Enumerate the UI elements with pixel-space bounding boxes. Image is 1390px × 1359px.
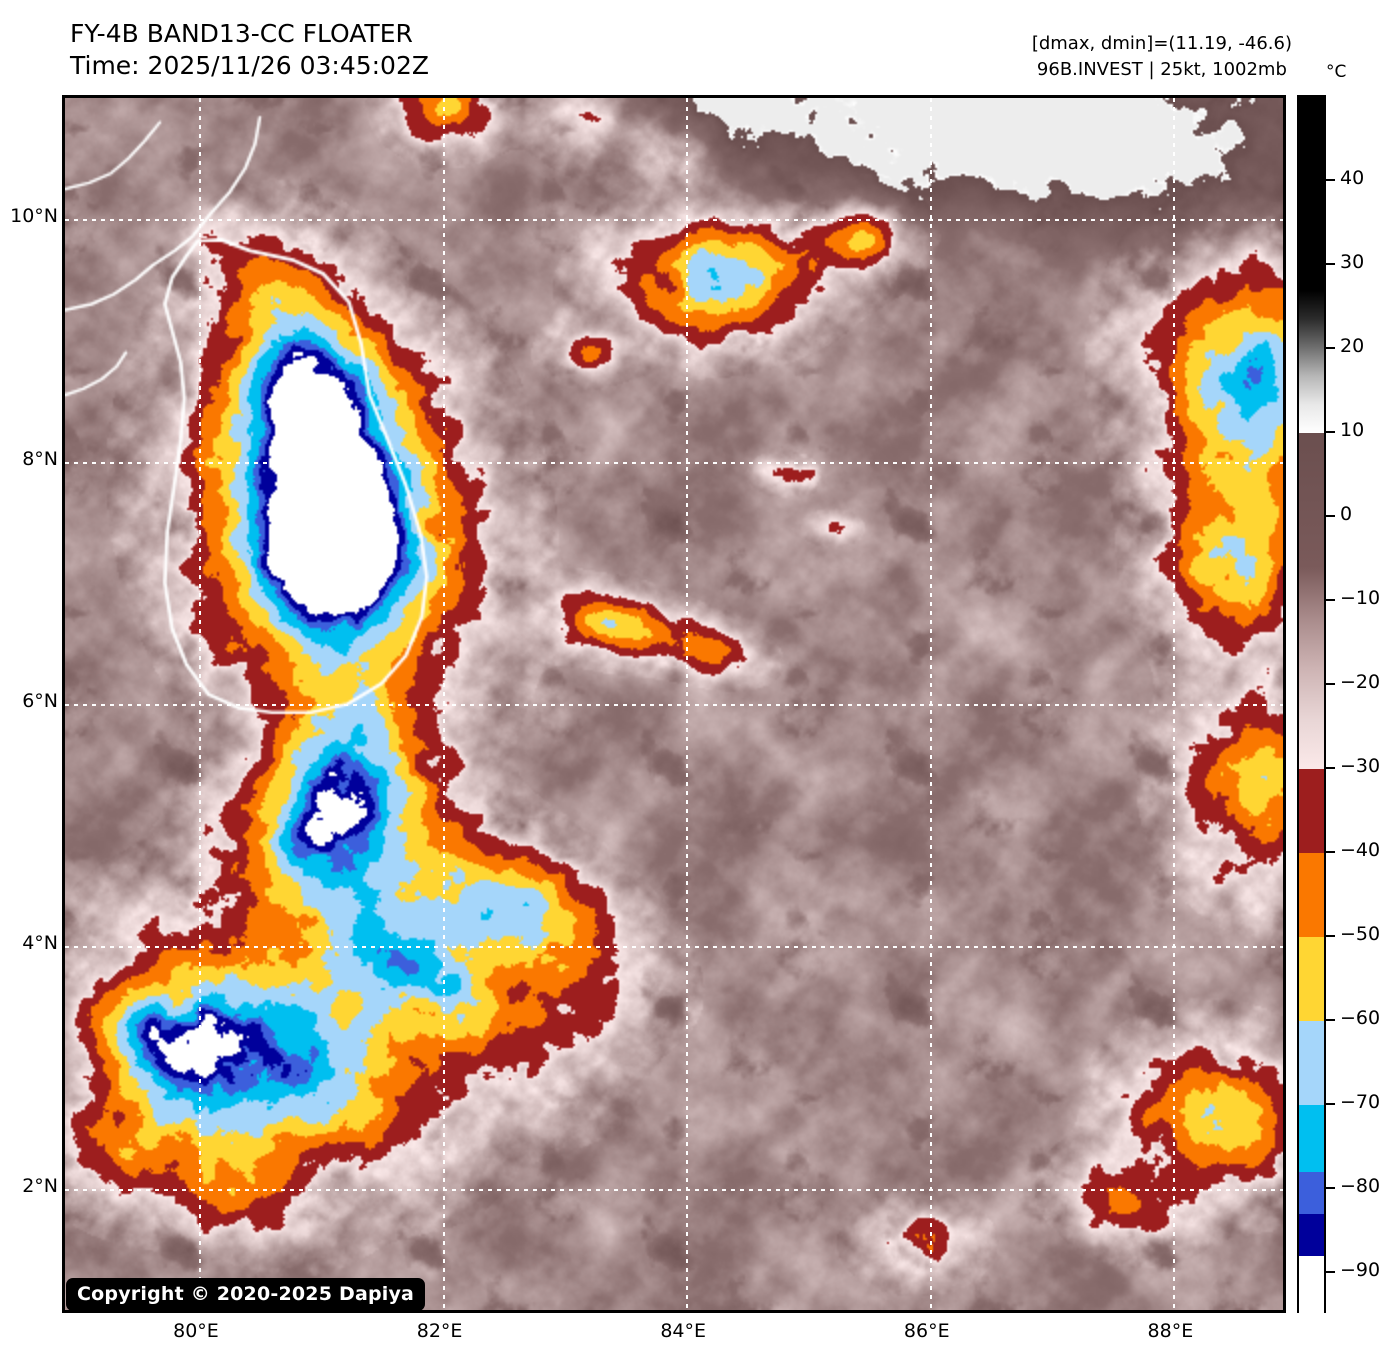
colorbar [1297,95,1326,1315]
colorbar-tick-label: 20 [1340,335,1365,357]
colorbar-tick-mark [1326,767,1335,769]
colorbar-tick-mark [1326,935,1335,937]
gridline-lat-2 [65,1188,1283,1191]
colorbar-tick-mark [1326,1271,1335,1273]
lon-tick-label: 82°E [416,1320,463,1342]
colorbar-tick-label: 30 [1340,251,1365,273]
cb-band-5 [1299,1172,1324,1215]
lon-tick-label: 84°E [660,1320,707,1342]
gridline-lat-6 [65,704,1283,706]
gridline-lat-10 [65,219,1283,222]
colorbar-tick-label: −20 [1340,671,1381,693]
metadata-block: [dmax, dmin]=(11.19, -46.6) 96B.INVEST |… [1032,31,1292,83]
colorbar-tick-mark [1326,263,1335,265]
cb-band-brown [1299,433,1324,568]
colorbar-tick-mark [1326,683,1335,685]
colorbar-tick-label: −80 [1340,1175,1381,1197]
cb-band-7 [1299,1256,1324,1315]
cb-band-pink-ramp [1299,567,1324,769]
lon-tick-label: 80°E [173,1320,219,1342]
colorbar-tick-mark [1326,347,1335,349]
colorbar-tick-label: −10 [1340,587,1381,609]
copyright-badge: Copyright © 2020-2025 Dapiya [66,1278,426,1311]
cb-band-6 [1299,1214,1324,1257]
colorbar-tick-mark [1326,599,1335,601]
satellite-image-plot [62,95,1286,1313]
timestamp-label: Time: 2025/11/26 03:45:02Z [70,51,429,80]
colorbar-tick-mark [1326,1019,1335,1021]
colorbar-tick-mark [1326,1187,1335,1189]
lat-tick-label: 4°N [22,932,58,955]
colorbar-tick-mark [1326,515,1335,517]
cb-band-4 [1299,1105,1324,1173]
colorbar-tick-label: 0 [1340,503,1353,525]
colorbar-tick-label: −50 [1340,923,1381,945]
colorbar-tick-label: −30 [1340,755,1381,777]
colorbar-tick-mark [1326,1103,1335,1105]
storm-info-label: 96B.INVEST | 25kt, 1002mb [1036,59,1287,80]
colorbar-tick-mark [1326,179,1335,181]
cb-band-black [1299,97,1324,291]
cb-band-3 [1299,1021,1324,1105]
lon-tick-label: 86°E [903,1320,950,1342]
gridline-lat-4 [65,946,1283,949]
colorbar-tick-label: 40 [1340,167,1365,189]
lat-tick-label: 2°N [22,1174,58,1197]
title-block: FY-4B BAND13-CC FLOATER Time: 2025/11/26… [70,18,429,82]
colorbar-tick-label: −40 [1340,839,1381,861]
colorbar-tick-mark [1326,851,1335,853]
gridline-lat-8 [65,461,1283,464]
colorbar-unit-label: °C [1326,62,1347,82]
cb-band-2 [1299,937,1324,1021]
colorbar-tick-label: 10 [1340,419,1365,441]
dmax-dmin-label: [dmax, dmin]=(11.19, -46.6) [1031,33,1292,54]
lat-tick-label: 10°N [10,205,58,228]
colorbar-tick-mark [1326,431,1335,433]
lat-tick-label: 6°N [22,690,58,712]
lon-tick-label: 88°E [1147,1320,1194,1342]
cb-band-1 [1299,853,1324,937]
lat-tick-label: 8°N [22,447,58,470]
colorbar-tick-label: −90 [1340,1259,1381,1281]
page-title: FY-4B BAND13-CC FLOATER [70,19,413,48]
colorbar-tick-label: −60 [1340,1007,1381,1029]
cb-band-gray-ramp [1299,290,1324,433]
colorbar-tick-label: −70 [1340,1091,1381,1113]
cb-band-0 [1299,769,1324,853]
